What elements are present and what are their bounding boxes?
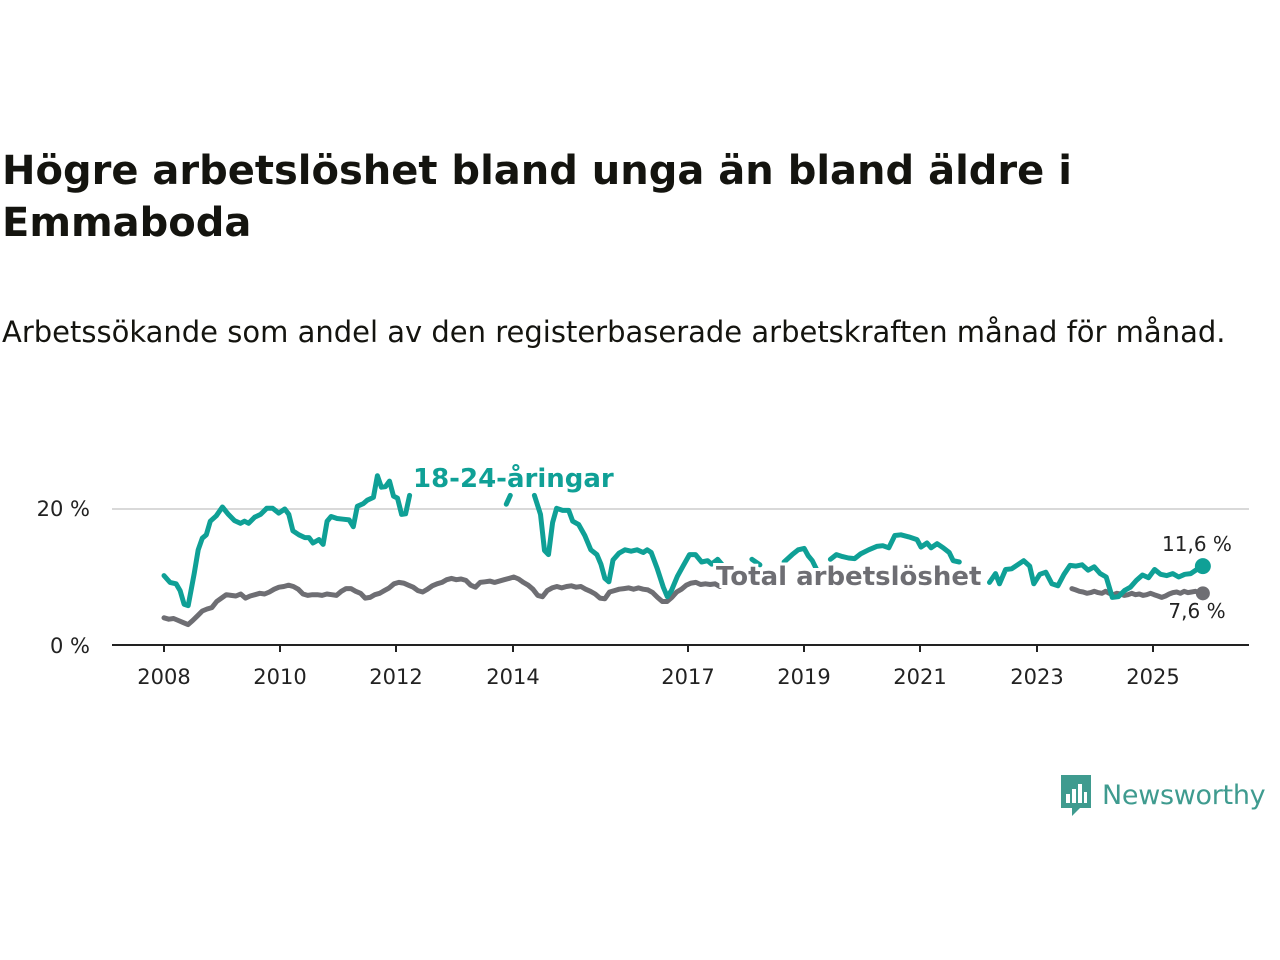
series-end-point-total [1195, 586, 1210, 601]
x-tick-label-2012: 2012 [369, 665, 422, 689]
x-tick-label-2014: 2014 [486, 665, 539, 689]
x-axis-labels: 2008 2010 2012 2014 2017 2019 2021 2023 … [137, 665, 1179, 689]
series-line-youth-7 [987, 558, 1206, 600]
x-tick-label-2008: 2008 [137, 665, 190, 689]
series-line-youth-1 [161, 473, 413, 609]
page-title: Högre arbetslöshet bland unga än bland ä… [2, 148, 1072, 246]
y-axis-labels: 20 % 0 % [37, 497, 90, 658]
y-tick-label-0: 0 % [50, 634, 90, 658]
line-chart: 20 % 0 % 2008 2010 2012 2014 2017 2019 2… [37, 459, 1249, 689]
series-line-total [161, 574, 723, 628]
series-end-point-youth [1194, 558, 1211, 575]
series-line-youth-3 [531, 492, 729, 600]
x-axis [112, 644, 1249, 652]
x-tick-label-2010: 2010 [253, 665, 306, 689]
end-label-youth: 11,6 % [1162, 532, 1232, 556]
series-line-youth-5 [781, 545, 819, 572]
series-line-youth-4 [749, 556, 763, 568]
end-label-total: 7,6 % [1168, 599, 1225, 623]
y-tick-label-20: 20 % [37, 497, 90, 521]
brand-logo: Newsworthy [1058, 770, 1266, 820]
chart-subtitle: Arbetssökande som andel av den registerb… [2, 315, 1226, 349]
series-total [161, 574, 1210, 628]
series-label-total: Total arbetslöshet [716, 562, 981, 592]
newsworthy-logo-icon [1061, 775, 1091, 816]
series-line-youth-6 [827, 532, 962, 565]
x-tick-label-2021: 2021 [893, 665, 946, 689]
series-label-youth: 18-24-åringar [413, 462, 614, 494]
x-tick-label-2023: 2023 [1010, 665, 1063, 689]
x-tick-label-2025: 2025 [1126, 665, 1179, 689]
x-tick-label-2017: 2017 [661, 665, 714, 689]
series-line-total-recent [1069, 586, 1206, 600]
series-labels: 18-24-åringar Total arbetslöshet 11,6 % … [410, 459, 1232, 623]
series-line-youth-2 [503, 492, 513, 507]
x-tick-label-2019: 2019 [777, 665, 830, 689]
series-youth [161, 473, 1211, 609]
brand-name: Newsworthy [1102, 779, 1266, 811]
